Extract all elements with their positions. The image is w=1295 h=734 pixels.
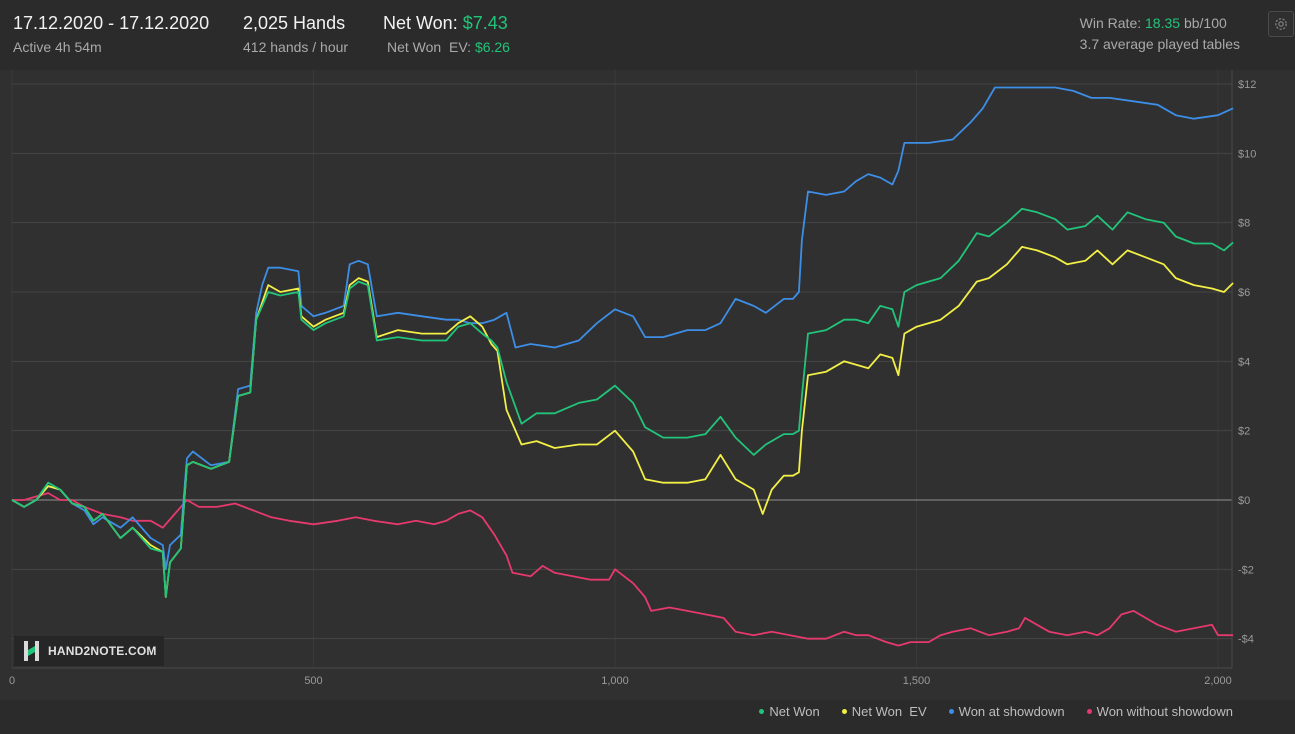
net-won-label: Net Won:: [383, 13, 463, 33]
x-tick-label: 0: [9, 675, 15, 687]
legend-label-won-at-showdown: Won at showdown: [958, 704, 1065, 719]
y-tick-label: $4: [1238, 356, 1250, 368]
win-rate-unit: bb/100: [1180, 15, 1227, 31]
legend-label-net-won: Net Won: [769, 704, 820, 719]
legend-label-won-without-showdown: Won without showdown: [1096, 704, 1233, 719]
won-without-showdown-line: [12, 492, 1234, 647]
net-won-ev-label: Net Won EV:: [387, 39, 475, 55]
x-tick-label: 1,500: [903, 675, 931, 687]
y-tick-label: $2: [1238, 426, 1250, 438]
x-tick-label: 2,000: [1204, 675, 1232, 687]
series-layer: [11, 86, 1234, 647]
y-tick-label: $8: [1238, 218, 1250, 230]
chart-area: 0 500 1,000 1,500 2,000 $12 $10 $8 $6 $4 $2 $0 -$2 -…: [0, 70, 1295, 700]
y-tick-label: $10: [1238, 148, 1256, 160]
win-rate-label: Win Rate:: [1079, 15, 1146, 31]
y-tick-label: $12: [1238, 79, 1256, 91]
x-axis: 0 500 1,000 1,500 2,000: [9, 675, 1232, 687]
net-won-ev: Net Won EV: $6.26: [383, 37, 510, 57]
legend-dot-net-won: [759, 709, 765, 714]
hand2note-logo: HAND2NOTE.COM: [14, 636, 164, 666]
win-rate: Win Rate: 18.35 bb/100: [1080, 13, 1240, 33]
y-tick-label: -$4: [1238, 634, 1254, 646]
x-tick-label: 500: [304, 675, 322, 687]
net-won-value: $7.43: [462, 13, 508, 33]
legend-dot-net-won-ev: [841, 709, 847, 714]
date-range-block: 17.12.2020 - 17.12.2020 Active 4h 54m: [13, 12, 209, 57]
logo-text: HAND2NOTE.COM: [48, 644, 157, 658]
net-won-ev-line: [11, 246, 1234, 598]
settings-button[interactable]: [1268, 11, 1294, 37]
legend-item-net-won[interactable]: Net Won: [759, 704, 820, 719]
hands-rate: 412 hands / hour: [243, 39, 349, 55]
date-range: 17.12.2020 - 17.12.2020: [13, 13, 210, 33]
legend-label-net-won-ev: Net Won EV: [851, 704, 927, 719]
y-tick-label: -$2: [1238, 564, 1254, 576]
legend-dot-won-at-showdown: [948, 709, 954, 714]
profit-chart: 0 500 1,000 1,500 2,000 $12 $10 $8 $6 $4 $2 $0 -$2 -…: [9, 70, 1256, 687]
grid: [11, 70, 1233, 669]
x-tick-label: 1,000: [601, 675, 629, 687]
hands-block: 2,025 Hands 412 hands / hour: [243, 12, 348, 57]
average-tables: 3.7 average played tables: [1079, 36, 1240, 52]
gear-icon: [1275, 18, 1287, 30]
net-won-block: Net Won: $7.43 Net Won EV: $6.26: [383, 12, 510, 57]
hands-count: 2,025 Hands: [243, 13, 346, 33]
legend-item-won-without-showdown[interactable]: Won without showdown: [1086, 704, 1233, 719]
chart-legend: Net Won Net Won EV Won at showdown Won w…: [759, 704, 1233, 719]
net-won-line: [11, 207, 1234, 598]
y-tick-label: $0: [1238, 495, 1250, 507]
won-at-showdown-line: [11, 86, 1234, 571]
net-won: Net Won: $7.43: [383, 12, 510, 34]
y-tick-label: $6: [1238, 287, 1250, 299]
win-rate-block: Win Rate: 18.35 bb/100 3.7 average playe…: [1080, 13, 1240, 54]
win-rate-value: 18.35: [1145, 15, 1181, 31]
y-axis: $12 $10 $8 $6 $4 $2 $0 -$2 -$4: [1238, 79, 1256, 646]
legend-item-won-at-showdown[interactable]: Won at showdown: [948, 704, 1065, 719]
legend-dot-won-without-showdown: [1086, 709, 1092, 714]
legend-item-net-won-ev[interactable]: Net Won EV: [841, 704, 927, 719]
net-won-ev-value: $6.26: [474, 39, 510, 55]
active-time: Active 4h 54m: [13, 39, 102, 55]
hand2note-logo-icon: [24, 641, 39, 661]
